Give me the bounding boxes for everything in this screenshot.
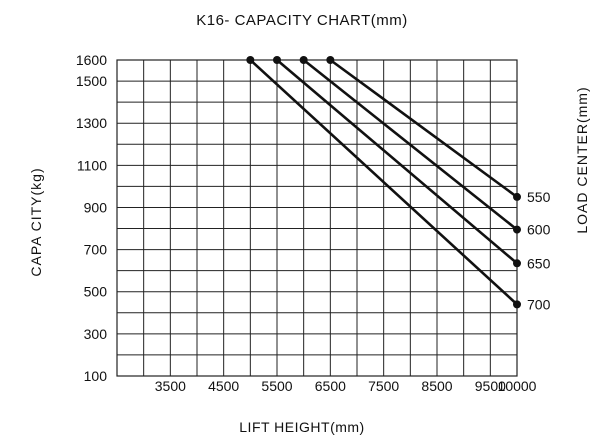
data-point-600 <box>513 225 521 234</box>
x-tick-label: 8500 <box>421 378 452 394</box>
x-tick-label: 5500 <box>261 378 292 394</box>
series-line-700 <box>249 59 518 306</box>
series-label-550: 550 <box>527 189 551 205</box>
y-tick-label: 1600 <box>76 52 107 68</box>
data-point-550 <box>513 192 521 201</box>
y-tick-label: 100 <box>84 368 108 384</box>
y-tick-label: 700 <box>84 242 108 258</box>
data-point-550 <box>326 56 335 64</box>
data-point-650 <box>513 259 521 268</box>
data-point-700 <box>246 56 255 64</box>
y-tick-label: 300 <box>84 326 108 342</box>
y-tick-label: 500 <box>84 284 108 300</box>
x-tick-label: 7500 <box>368 378 399 394</box>
y-tick-label: 1100 <box>77 157 107 173</box>
y-tick-label: 1500 <box>76 73 107 89</box>
x-tick-label: 10000 <box>498 378 537 394</box>
chart-title: K16- CAPACITY CHART(mm) <box>196 12 408 29</box>
series-line-600 <box>302 58 518 231</box>
series-label-650: 650 <box>527 255 551 271</box>
plot-frame <box>116 59 518 377</box>
x-tick-label: 9500 <box>475 378 506 394</box>
y-tick-label: 900 <box>84 199 108 215</box>
y-tick-label: 1300 <box>76 115 107 131</box>
series-label-700: 700 <box>527 296 551 312</box>
x-tick-label: 3500 <box>155 378 186 394</box>
data-point-650 <box>273 56 281 64</box>
data-point-700 <box>513 300 521 309</box>
data-point-600 <box>299 56 308 64</box>
series-line-650 <box>276 59 518 265</box>
x-tick-label: 4500 <box>208 378 239 394</box>
x-tick-label: 6500 <box>315 378 346 394</box>
x-axis-label: LIFT HEIGHT(mm) <box>239 419 365 435</box>
series-line-550 <box>329 58 518 198</box>
series-label-600: 600 <box>527 222 551 238</box>
